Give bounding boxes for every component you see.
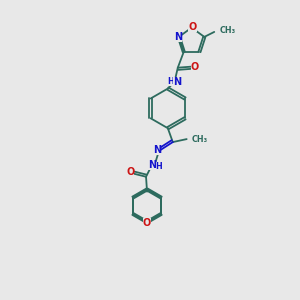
Text: O: O [190, 62, 199, 72]
Text: O: O [188, 22, 197, 32]
Text: N: N [173, 76, 181, 87]
Text: N: N [174, 32, 182, 42]
Text: CH₃: CH₃ [219, 26, 235, 35]
Text: H: H [155, 162, 162, 171]
Text: N: N [153, 145, 161, 155]
Text: O: O [126, 167, 134, 177]
Text: O: O [143, 218, 151, 228]
Text: CH₃: CH₃ [192, 135, 208, 144]
Text: H: H [167, 77, 174, 86]
Text: N: N [148, 160, 156, 170]
